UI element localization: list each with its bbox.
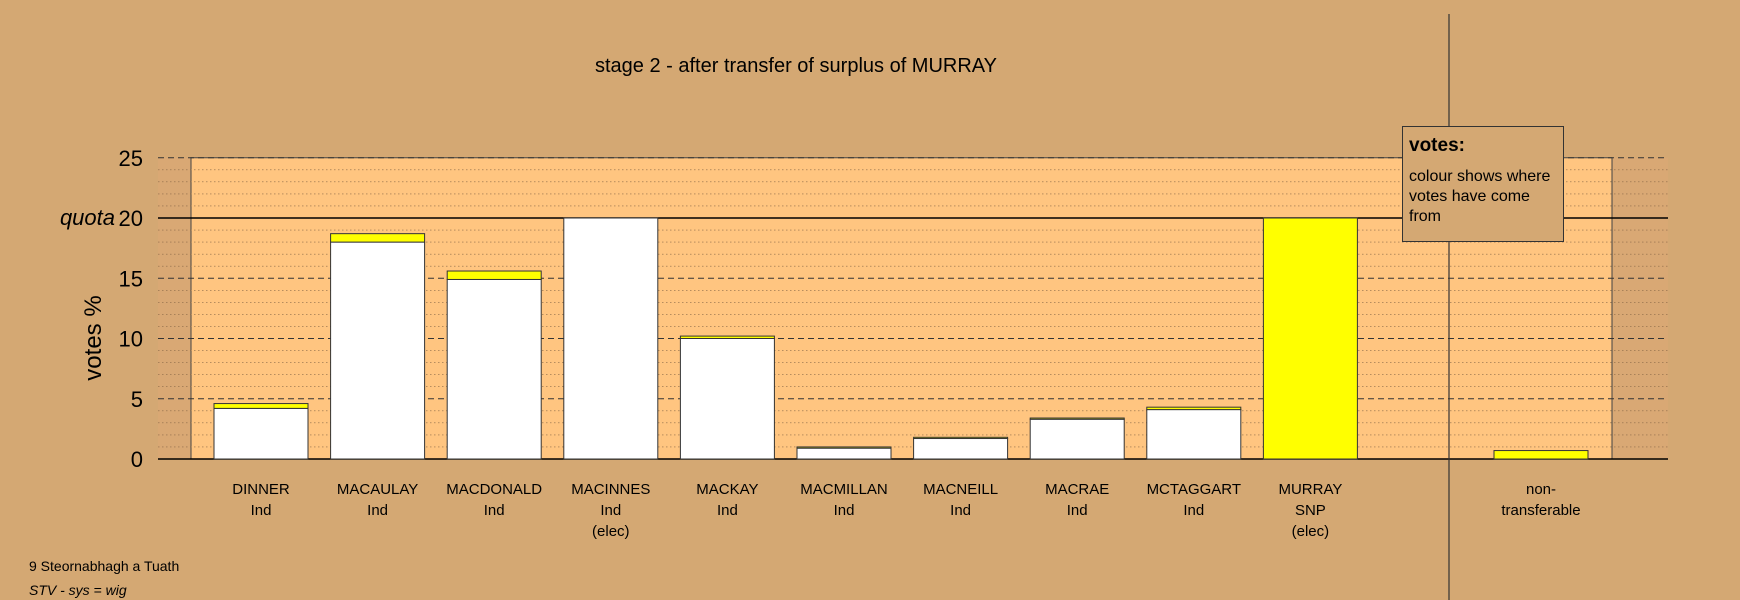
quota-label: quota (60, 205, 115, 230)
bar-transfer-mackay (679, 335, 775, 339)
x-tick-label: MACNEILL (923, 481, 998, 498)
x-tick-label: Ind (950, 502, 971, 519)
y-tick-label: 20 (119, 206, 143, 231)
x-tick-label: Ind (484, 502, 505, 519)
plot-area: 0 5 10 15 20 25 DINNER Ind MACAULAY Ind MACDONALD I… (119, 14, 1668, 600)
x-tick-label: SNP (1295, 502, 1326, 519)
x-tick-label: MACRAE (1045, 481, 1109, 498)
bar-existing-macinnes (563, 217, 659, 460)
x-tick-label: DINNER (232, 481, 290, 498)
x-tick-label: Ind (367, 502, 388, 519)
y-tick-label: 5 (131, 387, 143, 412)
bar-transfer-macaulay (330, 233, 426, 243)
bar-transfer-macmillan (796, 446, 892, 449)
chart-title: stage 2 - after transfer of surplus of M… (595, 55, 997, 77)
x-tick-label: (elec) (592, 523, 630, 540)
x-tick-label: MACAULAY (337, 481, 418, 498)
bar-existing-mctaggart (1146, 409, 1242, 460)
x-tick-label: Ind (251, 502, 272, 519)
x-tick-label: MACDONALD (446, 481, 542, 498)
x-tick-label: MACINNES (571, 481, 650, 498)
x-tick-label: Ind (1183, 502, 1204, 519)
y-tick-label: 25 (119, 146, 143, 171)
legend-box: votes: colour shows where votes have com… (1402, 126, 1564, 242)
bar-transfer-macdonald (446, 270, 542, 280)
bar-existing-macrae (1029, 418, 1125, 460)
legend-title: votes: (1409, 135, 1465, 156)
bar-existing-macaulay (330, 241, 426, 460)
bar-existing-macneill (913, 438, 1009, 460)
x-tick-label: non- (1526, 481, 1556, 498)
x-tick-label: MCTAGGART (1147, 481, 1241, 498)
y-axis-label: votes % (80, 295, 107, 380)
bar-existing-macmillan (796, 447, 892, 460)
x-tick-label: MURRAY (1278, 481, 1342, 498)
bar-transfer-macneill (913, 436, 1009, 440)
bar-existing-macdonald (446, 278, 542, 460)
y-tick-label: 0 (131, 447, 143, 472)
bar-transfer-macrae (1029, 417, 1125, 420)
bar-transfer-murray (1262, 217, 1358, 460)
bar-transfer-mctaggart (1146, 406, 1242, 411)
plot-background (190, 157, 1613, 460)
x-tick-label: Ind (600, 502, 621, 519)
x-tick-label: transferable (1501, 502, 1580, 519)
constituency-label: 9 Steornabhagh a Tuath (29, 558, 180, 574)
legend-text: colour shows where votes have come from (1409, 168, 1551, 225)
x-tick-label: Ind (834, 502, 855, 519)
y-tick-label: 10 (119, 327, 143, 352)
plot-margin-right (1612, 157, 1668, 459)
plot-margin-left (158, 157, 191, 459)
x-tick-label: Ind (1067, 502, 1088, 519)
x-tick-label: MACMILLAN (800, 481, 888, 498)
bar-transfer-dinner (213, 403, 309, 409)
system-label: STV - sys = wig (29, 582, 127, 598)
bar-existing-mackay (679, 338, 775, 460)
x-tick-label: Ind (717, 502, 738, 519)
bar-existing-dinner (213, 407, 309, 460)
y-tick-label: 15 (119, 266, 143, 291)
bar-transfer-non (1493, 450, 1589, 460)
x-tick-label: MACKAY (696, 481, 758, 498)
x-tick-label: (elec) (1292, 523, 1330, 540)
